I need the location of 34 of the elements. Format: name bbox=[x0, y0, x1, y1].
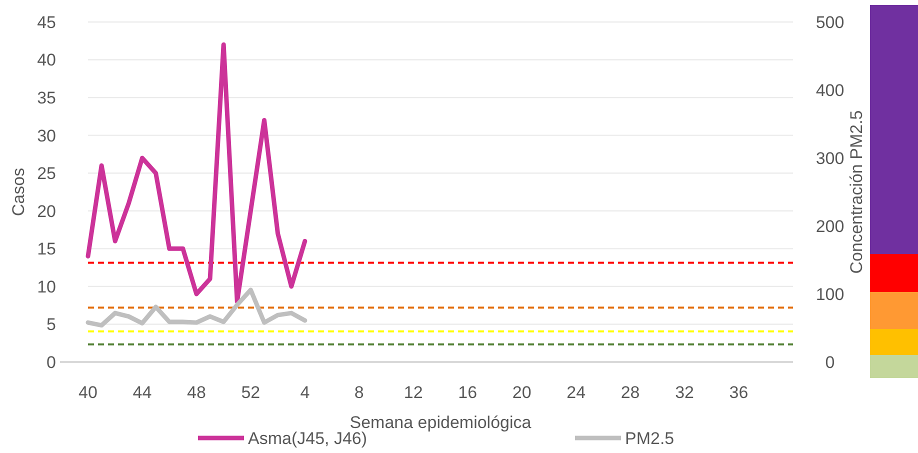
x-tick-label: 40 bbox=[78, 383, 98, 402]
y-tick-label: 5 bbox=[46, 315, 56, 334]
x-tick-label: 32 bbox=[675, 383, 694, 402]
x-tick-label: 12 bbox=[404, 383, 423, 402]
y2-tick-label: 200 bbox=[816, 216, 844, 236]
x-tick-label: 48 bbox=[187, 383, 206, 402]
y-tick-label: 45 bbox=[37, 12, 56, 32]
y-tick-label: 0 bbox=[46, 352, 56, 372]
line-series bbox=[86, 42, 308, 304]
legend-label: PM2.5 bbox=[625, 428, 674, 448]
x-tick-label: 52 bbox=[241, 383, 260, 402]
x-tick-label: 44 bbox=[132, 383, 152, 402]
y2-tick-label: 500 bbox=[816, 12, 844, 32]
line-series bbox=[86, 288, 308, 328]
y-tick-label: 20 bbox=[37, 202, 56, 221]
x-tick-label: 36 bbox=[729, 383, 748, 402]
x-tick-label: 8 bbox=[354, 383, 364, 402]
x-tick-label: 24 bbox=[566, 383, 586, 402]
y-tick-label: 35 bbox=[37, 88, 56, 108]
y2-tick-label: 100 bbox=[816, 284, 844, 304]
x-tick-label: 16 bbox=[458, 383, 478, 402]
y-tick-label: 30 bbox=[37, 126, 56, 146]
x-tick-label: 20 bbox=[512, 383, 532, 402]
y2-tick-label: 0 bbox=[825, 352, 835, 372]
y-axis-title: Casos bbox=[9, 168, 28, 216]
y-tick-label: 10 bbox=[37, 277, 56, 296]
y2-tick-label: 300 bbox=[816, 148, 844, 168]
y-tick-label: 40 bbox=[37, 50, 56, 70]
y-tick-label: 25 bbox=[37, 164, 56, 184]
x-tick-label: 4 bbox=[300, 383, 310, 402]
y-tick-label: 15 bbox=[37, 240, 56, 259]
y2-axis-title: Concentración PM2.5 bbox=[847, 110, 866, 274]
y2-tick-label: 400 bbox=[816, 80, 844, 100]
x-tick-label: 28 bbox=[620, 383, 640, 402]
